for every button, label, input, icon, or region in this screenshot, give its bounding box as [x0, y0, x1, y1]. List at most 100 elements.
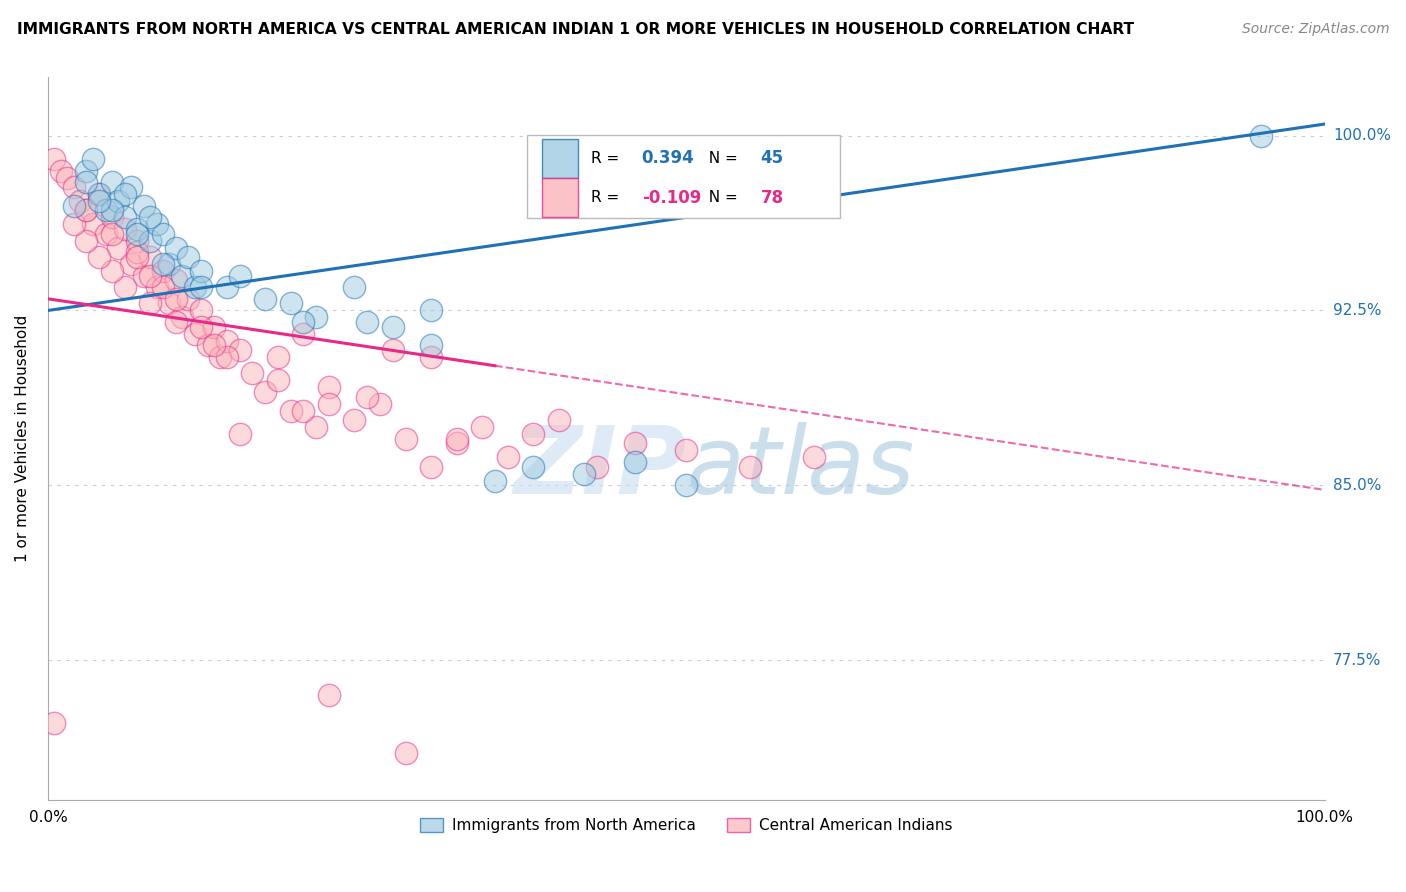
Point	[305, 420, 328, 434]
Point	[267, 373, 290, 387]
Point	[139, 268, 162, 283]
Point	[132, 268, 155, 283]
Text: R =: R =	[591, 190, 624, 205]
Text: 45: 45	[761, 150, 783, 168]
Point	[1250, 128, 1272, 143]
Point	[368, 397, 391, 411]
Point	[675, 443, 697, 458]
Point	[184, 326, 207, 341]
Point	[49, 163, 72, 178]
Point	[145, 217, 167, 231]
Point	[318, 688, 340, 702]
Point	[202, 338, 225, 352]
Point	[280, 403, 302, 417]
Point	[624, 436, 647, 450]
Point	[420, 350, 443, 364]
Point	[420, 459, 443, 474]
Point	[471, 420, 494, 434]
Text: atlas: atlas	[686, 422, 915, 513]
Point	[215, 334, 238, 348]
FancyBboxPatch shape	[527, 136, 839, 219]
Point	[87, 186, 110, 201]
Point	[75, 175, 97, 189]
Point	[107, 241, 129, 255]
Point	[420, 303, 443, 318]
Point	[62, 180, 84, 194]
Point	[574, 467, 596, 481]
Point	[280, 296, 302, 310]
Point	[44, 152, 66, 166]
Point	[343, 280, 366, 294]
Point	[202, 319, 225, 334]
Point	[586, 459, 609, 474]
Point	[496, 450, 519, 465]
Point	[318, 380, 340, 394]
Point	[215, 280, 238, 294]
Point	[82, 152, 104, 166]
Point	[127, 222, 149, 236]
Point	[740, 459, 762, 474]
Point	[522, 459, 544, 474]
Point	[82, 217, 104, 231]
Point	[446, 436, 468, 450]
Point	[127, 227, 149, 241]
Point	[522, 427, 544, 442]
Point	[114, 211, 136, 225]
Point	[190, 280, 212, 294]
Point	[127, 250, 149, 264]
Point	[228, 427, 250, 442]
Point	[215, 350, 238, 364]
Point	[127, 234, 149, 248]
Point	[547, 413, 569, 427]
Point	[343, 413, 366, 427]
Point	[157, 257, 180, 271]
Point	[44, 715, 66, 730]
Point	[420, 338, 443, 352]
Text: ZIP: ZIP	[513, 422, 686, 514]
Point	[381, 343, 404, 357]
Point	[127, 245, 149, 260]
Point	[56, 170, 79, 185]
Point	[190, 303, 212, 318]
Point	[228, 343, 250, 357]
Point	[394, 746, 416, 760]
Point	[177, 250, 200, 264]
Text: -0.109: -0.109	[641, 188, 702, 207]
Point	[114, 280, 136, 294]
Text: 0.394: 0.394	[641, 150, 695, 168]
Point	[446, 432, 468, 446]
Point	[624, 455, 647, 469]
Point	[381, 319, 404, 334]
Point	[75, 203, 97, 218]
Point	[114, 186, 136, 201]
Point	[87, 186, 110, 201]
Point	[484, 474, 506, 488]
Text: 85.0%: 85.0%	[1333, 478, 1381, 492]
Point	[62, 217, 84, 231]
Point	[94, 227, 117, 241]
Point	[152, 227, 174, 241]
Point	[305, 310, 328, 325]
Text: 92.5%: 92.5%	[1333, 303, 1382, 318]
Point	[177, 292, 200, 306]
Point	[240, 367, 263, 381]
Point	[75, 163, 97, 178]
Point	[145, 280, 167, 294]
Text: N =: N =	[699, 151, 742, 166]
Point	[292, 403, 315, 417]
Point	[165, 292, 187, 306]
Point	[75, 234, 97, 248]
Point	[172, 310, 194, 325]
Point	[267, 350, 290, 364]
Point	[254, 292, 277, 306]
FancyBboxPatch shape	[543, 178, 578, 218]
Point	[190, 319, 212, 334]
Point	[165, 241, 187, 255]
Point	[152, 280, 174, 294]
Point	[356, 315, 378, 329]
Point	[184, 280, 207, 294]
Point	[101, 203, 124, 218]
Point	[292, 326, 315, 341]
Point	[197, 338, 219, 352]
Text: 100.0%: 100.0%	[1333, 128, 1391, 144]
